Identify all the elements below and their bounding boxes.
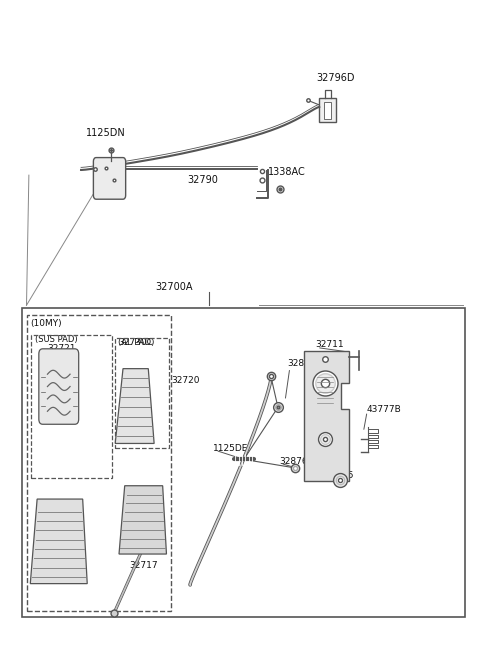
Text: 1338AC: 1338AC	[267, 167, 305, 177]
Polygon shape	[30, 499, 87, 584]
Text: 32722P: 32722P	[32, 574, 66, 583]
Text: 32711: 32711	[315, 340, 344, 349]
Bar	[319, 98, 336, 123]
Text: 32796D: 32796D	[316, 73, 354, 83]
Text: (SUS PAD): (SUS PAD)	[35, 335, 78, 344]
Text: 43777B: 43777B	[366, 405, 401, 414]
Bar	[115, 338, 169, 448]
Text: 32876A: 32876A	[279, 457, 313, 466]
Text: (10MY): (10MY)	[30, 319, 62, 328]
Text: 32876A: 32876A	[288, 359, 322, 368]
Text: 1125DN: 1125DN	[86, 128, 126, 138]
Bar	[22, 308, 466, 617]
Text: 32720: 32720	[172, 375, 200, 384]
Bar	[324, 102, 331, 119]
Bar	[26, 315, 171, 611]
FancyBboxPatch shape	[94, 157, 126, 199]
Polygon shape	[304, 351, 349, 481]
Text: 32725: 32725	[325, 470, 354, 480]
Text: (AL PAD): (AL PAD)	[118, 338, 155, 347]
Text: 1125DE: 1125DE	[213, 444, 248, 453]
FancyBboxPatch shape	[39, 349, 79, 424]
Text: 32721: 32721	[48, 344, 76, 354]
Polygon shape	[119, 485, 167, 554]
Polygon shape	[115, 369, 154, 443]
Text: 32790: 32790	[188, 174, 219, 185]
Bar	[31, 335, 112, 478]
Text: 32717: 32717	[130, 561, 158, 570]
Text: 32700A: 32700A	[155, 282, 192, 292]
Text: 32730C: 32730C	[119, 338, 154, 347]
